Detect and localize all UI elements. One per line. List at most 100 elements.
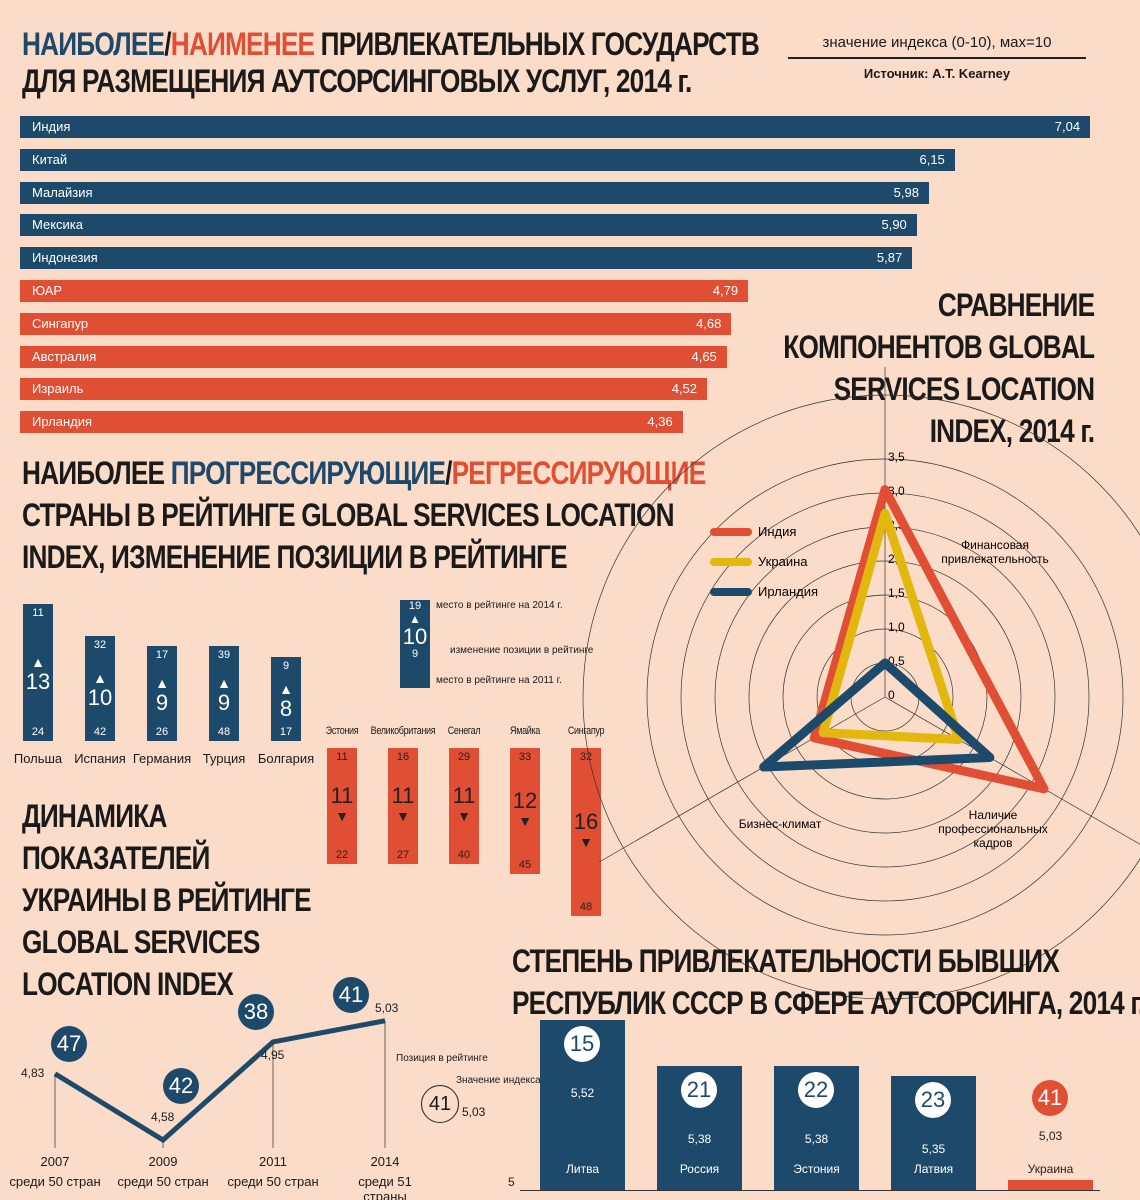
t2c: / [445, 455, 452, 491]
title-slash: / [164, 26, 171, 62]
rank-top: 29 [457, 751, 471, 763]
t4e: LOCATION INDEX [22, 966, 234, 1002]
key-bottom: 9 [411, 648, 419, 660]
value-label: 4,58 [151, 1110, 175, 1124]
rank-bottom: 42 [93, 725, 107, 738]
rank-bottom: 48 [579, 901, 593, 913]
rank-change: 16 ▼ [571, 809, 601, 852]
rank-bottom: 24 [31, 725, 45, 738]
rank-circle: 47 [51, 1025, 87, 1062]
arrow-up-icon: ▲ [93, 670, 107, 686]
rank-bottom: 45 [518, 859, 532, 871]
key-bottom-label: место в рейтинге на 2011 г. [436, 675, 562, 686]
title-top-chart: НАИБОЛЕЕ/НАИМЕНЕЕ ПРИВЛЕКАТЕЛЬНЫХ ГОСУДА… [22, 26, 760, 100]
t4d: GLOBAL SERVICES [22, 924, 260, 960]
rank-circle: 15 [564, 1025, 600, 1062]
radar-tick: 1,0 [888, 620, 905, 634]
country-label: Испания [74, 751, 126, 766]
rank-top: 32 [579, 751, 593, 763]
t5b: РЕСПУБЛИК СССР В СФЕРЕ АУТСОРСИНГА, 2014… [512, 985, 1140, 1021]
sublabel: среди 50 стран [117, 1174, 209, 1189]
title-least: НАИМЕНЕЕ [170, 26, 315, 62]
bar-label: Малайзия [32, 184, 93, 200]
bar: Индонезия 5,87 [20, 247, 913, 270]
t2f: INDEX, ИЗМЕНЕНИЕ ПОЗИЦИИ В РЕЙТИНГЕ [22, 539, 568, 575]
year-label: 2014 [370, 1154, 400, 1169]
bar-value: 4,68 [696, 315, 722, 331]
rank-change-bar: 11 ▲ 13 24 [23, 604, 53, 741]
radar-axis-label: Финансовая привлекательность [941, 538, 1049, 566]
bar-value: 4,36 [647, 414, 673, 430]
value-label: 5,38 [804, 1131, 829, 1146]
country-label: Эстония [793, 1162, 840, 1176]
t4b: ПОКАЗАТЕЛЕЙ [22, 840, 210, 876]
country-label: Латвия [913, 1162, 954, 1176]
rank-top: 32 [93, 638, 107, 651]
rank-bottom: 17 [279, 725, 293, 738]
radar-axis [599, 696, 886, 863]
rank-change-bar: 9 ▲ 8 17 [271, 656, 301, 741]
rank-change: 11 ▼ [449, 784, 479, 826]
rank-change: 11 ▼ [388, 782, 418, 826]
rank-change: ▲ 9 [147, 673, 177, 716]
t2e: СТРАНЫ В РЕЙТИНГЕ GLOBAL SERVICES LOCATI… [22, 497, 675, 533]
rank-circle: 41 [1032, 1080, 1068, 1116]
t2a: НАИБОЛЕЕ [22, 455, 171, 491]
rank-change-bar: 29 11 ▼ 40 [449, 748, 479, 864]
radar-series-2 [759, 658, 995, 772]
rank-change-bar: 32 ▲ 10 42 [85, 635, 115, 741]
bar: Малайзия 5,98 [20, 181, 929, 204]
rank-bottom: 27 [396, 848, 410, 861]
t3d: INDEX, 2014 г. [929, 413, 1094, 449]
rank-change-bar: 32 16 ▼ 48 [571, 748, 601, 916]
title-most: НАИБОЛЕЕ [22, 26, 165, 62]
t3b: КОМПОНЕНТОВ GLOBAL [783, 329, 1095, 365]
rank-top: 11 [336, 751, 348, 763]
bar-value: 5,87 [876, 250, 903, 266]
value-label: 5,03 [1038, 1129, 1063, 1143]
arrow-down-icon: ▼ [457, 807, 471, 824]
baseline [520, 1190, 1100, 1191]
legend-label: Ирландия [758, 584, 818, 599]
rank-bottom: 26 [155, 725, 169, 738]
bar-value: 5,98 [893, 184, 919, 200]
bar-label: Индонезия [32, 250, 98, 266]
change-value: 9 [155, 690, 169, 716]
country-label: Украина [1027, 1162, 1074, 1176]
arrow-up-icon: ▲ [279, 680, 293, 697]
bar-label: Израиль [32, 381, 84, 397]
bar-label: Сингапур [32, 315, 89, 331]
bar-value: 5,90 [881, 217, 907, 233]
country-label: Германия [132, 751, 192, 766]
ukraine-line [53, 1018, 386, 1144]
bar-label: Мексика [32, 217, 84, 233]
value-label: 5,35 [921, 1141, 946, 1156]
country-label: Сенегал [447, 725, 481, 737]
rank-change: ▲ 10 [85, 668, 115, 709]
radar-axis [884, 696, 1140, 845]
change-value: 11 [391, 782, 415, 808]
title-ussr: СТЕПЕНЬ ПРИВЛЕКАТЕЛЬНОСТИ БЫВШИХ РЕСПУБЛИ… [512, 940, 1140, 1024]
rank-change: ▲ 8 [271, 679, 301, 720]
rank-change-bar: 39 ▲ 9 48 [209, 646, 239, 741]
title-line2: ДЛЯ РАЗМЕЩЕНИЯ АУТСОРСИНГОВЫХ УСЛУГ, 201… [22, 63, 692, 99]
change-value: 16 [573, 809, 599, 834]
rank-top: 17 [155, 649, 169, 661]
sublabel: среди 51 страны [358, 1174, 412, 1200]
sublabel: среди 50 стран [227, 1174, 319, 1189]
key-top: 19 [408, 600, 422, 612]
radar-tick: 0 [888, 688, 895, 702]
year-label: 2007 [40, 1154, 70, 1169]
value-label: 5,52 [570, 1085, 595, 1100]
legend-label: Украина [758, 554, 808, 569]
bar-label: Индия [32, 119, 71, 134]
t3c: SERVICES LOCATION [833, 371, 1094, 407]
rank-circle: 21 [681, 1071, 717, 1108]
key4-rank-label: Позиция в рейтинге [396, 1053, 488, 1064]
t2b: ПРОГРЕССИРУЮЩИЕ [170, 455, 446, 491]
key4-value-label: Значение индекса [456, 1075, 541, 1086]
bar: Сингапур 4,68 [20, 312, 732, 335]
bar-label: ЮАР [32, 283, 63, 298]
